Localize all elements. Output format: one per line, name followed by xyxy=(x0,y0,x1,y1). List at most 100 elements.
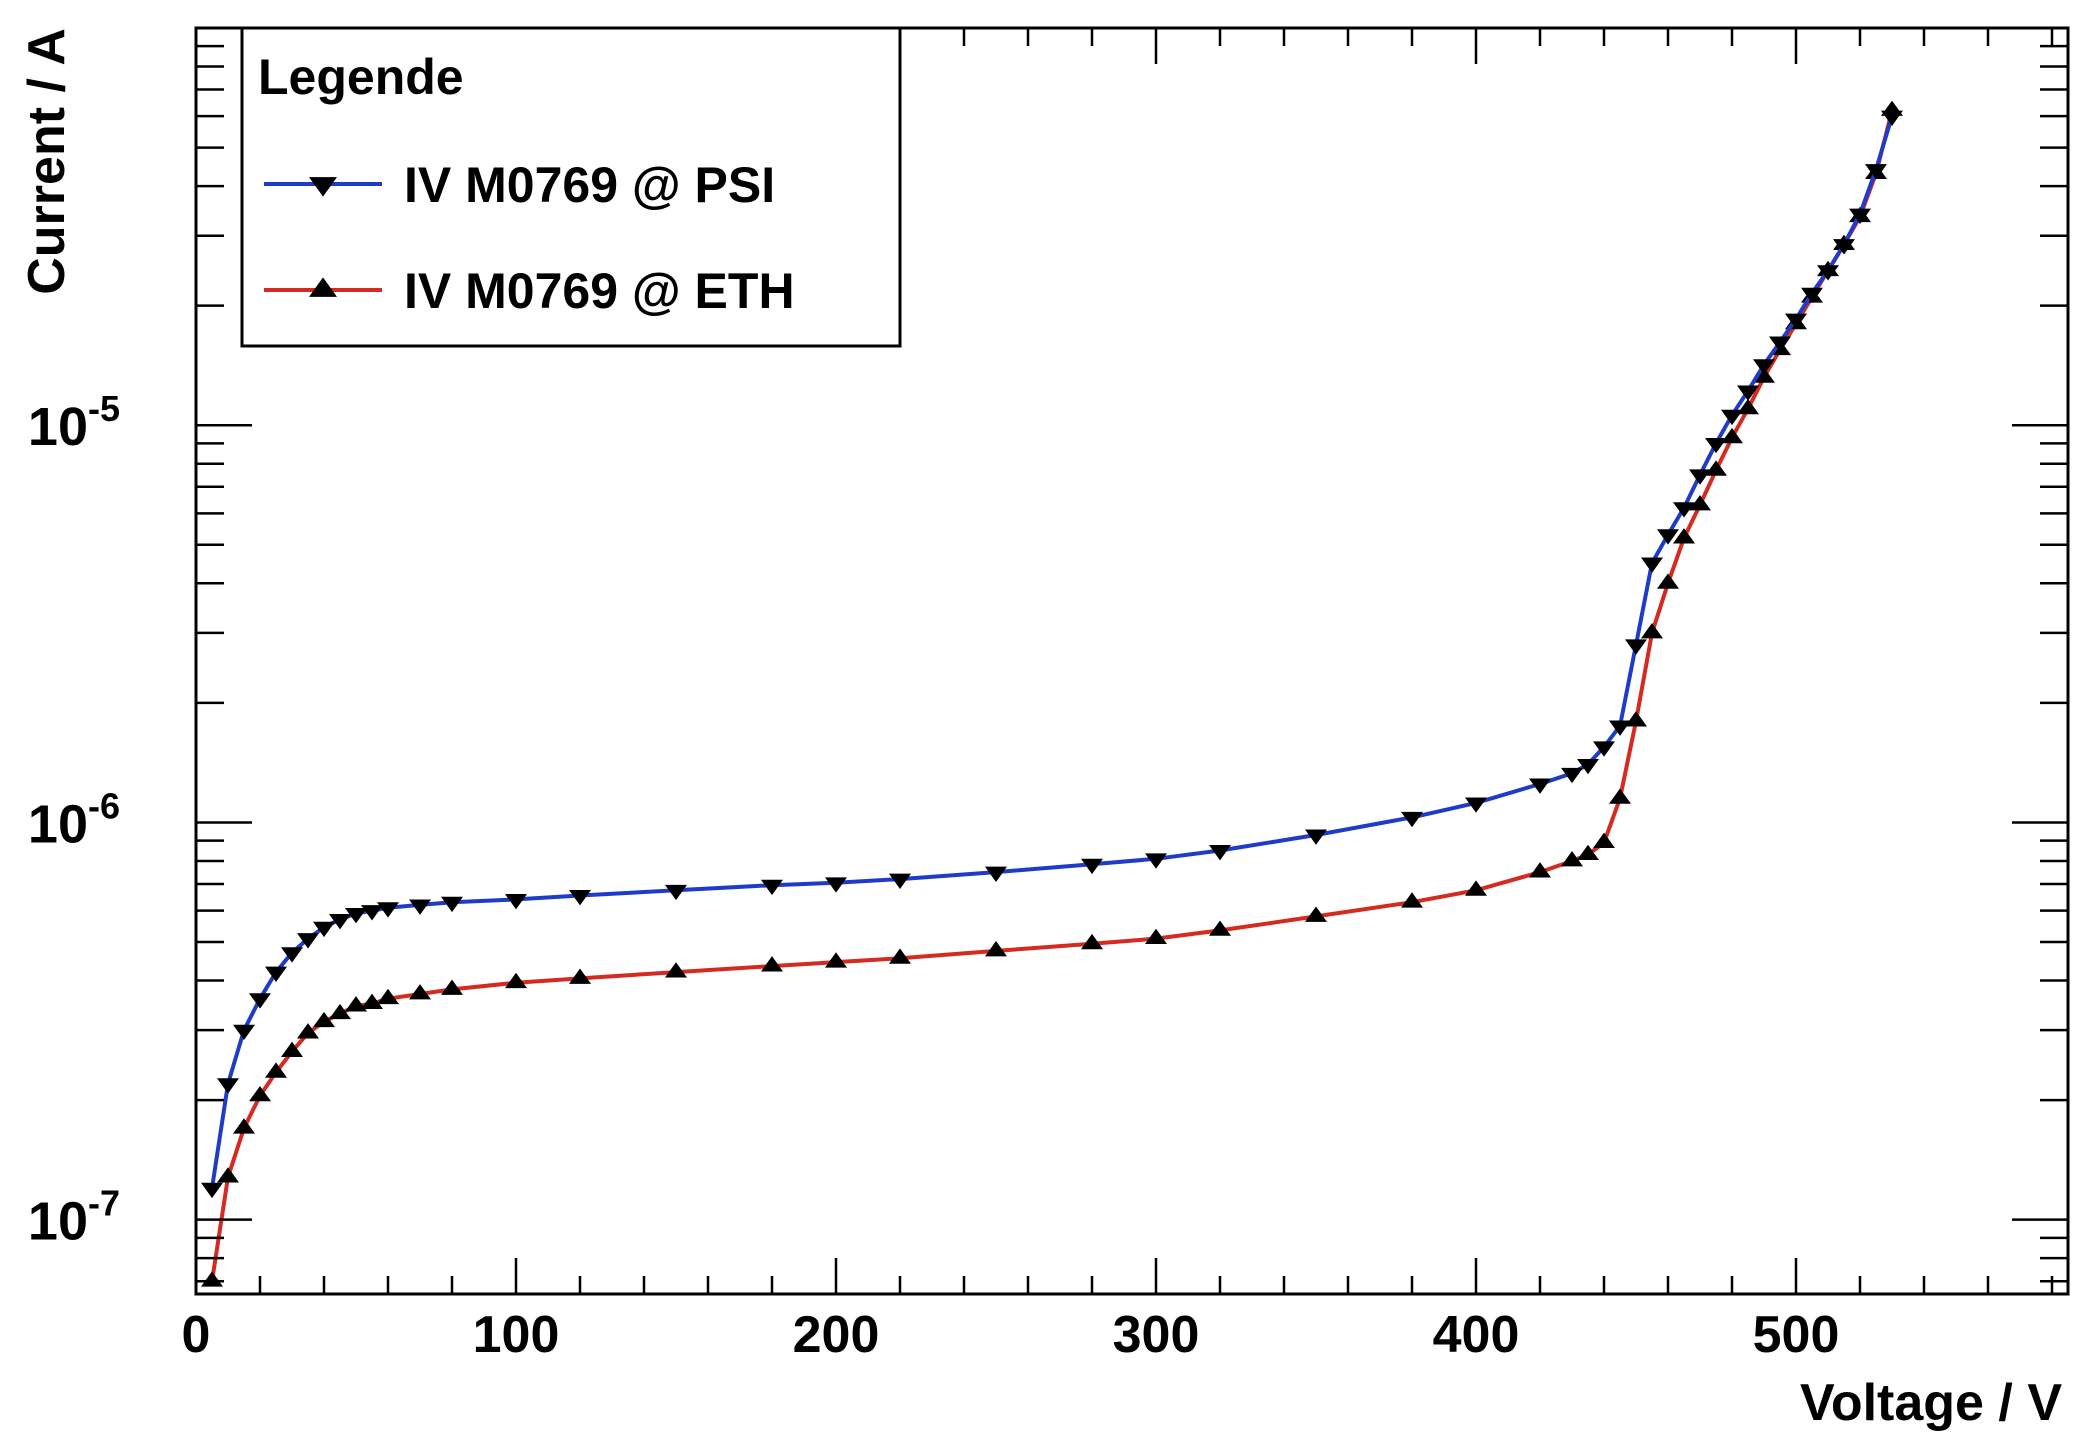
data-point-eth xyxy=(329,1003,351,1020)
data-point-eth xyxy=(1081,933,1103,950)
data-point-psi xyxy=(249,993,271,1009)
data-point-eth xyxy=(1657,573,1679,589)
data-point-psi xyxy=(329,913,351,930)
data-point-psi xyxy=(1881,110,1903,127)
data-point-psi xyxy=(1801,287,1823,304)
data-point-eth xyxy=(1561,851,1583,867)
plot-axes: 0 100 200 300 400 500 10-7 10-6 10-5 Voltage / V C… xyxy=(18,26,2070,1432)
data-point-psi xyxy=(825,877,847,893)
data-point-psi xyxy=(1721,409,1743,426)
x-axis-title: Voltage / V xyxy=(1800,1374,2062,1432)
data-point-psi xyxy=(1689,469,1711,485)
data-point-eth xyxy=(1593,832,1615,849)
data-point-eth xyxy=(1753,367,1775,383)
data-point-psi xyxy=(1753,359,1775,375)
y-axis-title: Current / A xyxy=(18,28,76,295)
data-point-psi xyxy=(1081,858,1103,875)
x-tick-label: 100 xyxy=(473,1306,560,1364)
data-point-psi xyxy=(201,1182,223,1199)
legend-box xyxy=(240,26,902,348)
data-point-eth xyxy=(1529,862,1551,878)
data-point-psi xyxy=(1657,529,1679,545)
data-point-psi xyxy=(1737,385,1759,401)
y-tick-label: 10-7 xyxy=(28,1183,120,1252)
legend-label-psi: IV M0769 @ PSI xyxy=(404,157,775,213)
data-point-psi xyxy=(409,899,431,915)
data-point-psi xyxy=(1785,313,1807,329)
data-point-psi xyxy=(1705,437,1727,454)
data-point-psi xyxy=(1609,720,1631,736)
data-point-eth xyxy=(1689,495,1711,511)
data-point-eth xyxy=(249,1085,271,1102)
data-point-psi xyxy=(1641,557,1663,573)
data-point-psi xyxy=(1849,208,1871,225)
x-tick-label: 300 xyxy=(1113,1306,1200,1364)
data-point-psi xyxy=(1865,164,1887,180)
data-point-psi xyxy=(265,966,287,983)
data-point-psi xyxy=(1593,741,1615,757)
data-point-psi xyxy=(1673,502,1695,518)
data-point-eth xyxy=(313,1011,335,1028)
data-point-psi xyxy=(1561,767,1583,784)
data-point-psi xyxy=(1529,778,1551,794)
x-tick-label: 400 xyxy=(1433,1306,1520,1364)
data-point-psi xyxy=(1209,845,1231,861)
data-point-eth xyxy=(201,1271,223,1287)
legend-marker-psi xyxy=(309,177,337,197)
data-point-psi xyxy=(1577,758,1599,775)
data-point-eth xyxy=(409,984,431,1000)
data-point-psi xyxy=(441,896,463,913)
data-point-eth xyxy=(233,1118,255,1134)
data-point-psi xyxy=(1817,265,1839,281)
data-point-psi xyxy=(569,890,591,906)
data-point-eth xyxy=(985,940,1007,957)
data-point-psi xyxy=(1145,853,1167,869)
data-point-psi xyxy=(377,902,399,918)
data-point-eth xyxy=(1673,528,1695,544)
legend-title: Legende xyxy=(258,49,464,105)
legend-label-eth: IV M0769 @ ETH xyxy=(404,263,795,319)
data-point-psi xyxy=(297,933,319,949)
data-point-psi xyxy=(217,1078,239,1094)
legend: Legende IV M0769 @ PSI IV M0769 @ ETH xyxy=(240,26,902,348)
x-tick-label: 0 xyxy=(182,1306,211,1364)
data-point-eth xyxy=(1641,623,1663,639)
data-point-psi xyxy=(1625,639,1647,655)
data-point-eth xyxy=(217,1167,239,1183)
data-point-eth xyxy=(889,948,911,964)
data-point-eth xyxy=(1721,427,1743,444)
x-tick-label: 500 xyxy=(1753,1306,1840,1364)
data-point-psi xyxy=(1305,829,1327,845)
data-point-eth xyxy=(377,988,399,1005)
data-point-eth xyxy=(1145,928,1167,945)
data-point-eth xyxy=(297,1023,319,1039)
data-point-eth xyxy=(569,968,591,984)
data-point-psi xyxy=(889,873,911,890)
data-point-psi xyxy=(1465,797,1487,813)
data-point-eth xyxy=(265,1062,287,1078)
data-point-psi xyxy=(761,879,783,896)
y-tick-label: 10-6 xyxy=(28,785,120,854)
data-point-psi xyxy=(665,884,687,901)
data-point-psi xyxy=(281,947,303,963)
data-point-psi xyxy=(1769,336,1791,352)
data-point-psi xyxy=(1401,811,1423,828)
x-tick-label: 200 xyxy=(793,1306,880,1364)
data-point-eth xyxy=(345,996,367,1012)
data-point-psi xyxy=(345,908,367,924)
data-point-eth xyxy=(281,1041,303,1058)
data-point-eth xyxy=(505,972,527,989)
data-point-psi xyxy=(361,905,383,921)
data-point-eth xyxy=(825,952,847,968)
data-point-psi xyxy=(233,1024,255,1041)
data-point-eth xyxy=(1209,920,1231,936)
data-point-eth xyxy=(1577,844,1599,861)
data-point-psi xyxy=(505,894,527,910)
plot-frame xyxy=(194,26,2070,1296)
data-point-eth xyxy=(1705,460,1727,476)
data-point-eth xyxy=(1465,880,1487,896)
data-point-eth xyxy=(761,956,783,972)
data-point-eth xyxy=(1401,892,1423,908)
legend-marker-eth xyxy=(309,277,337,297)
